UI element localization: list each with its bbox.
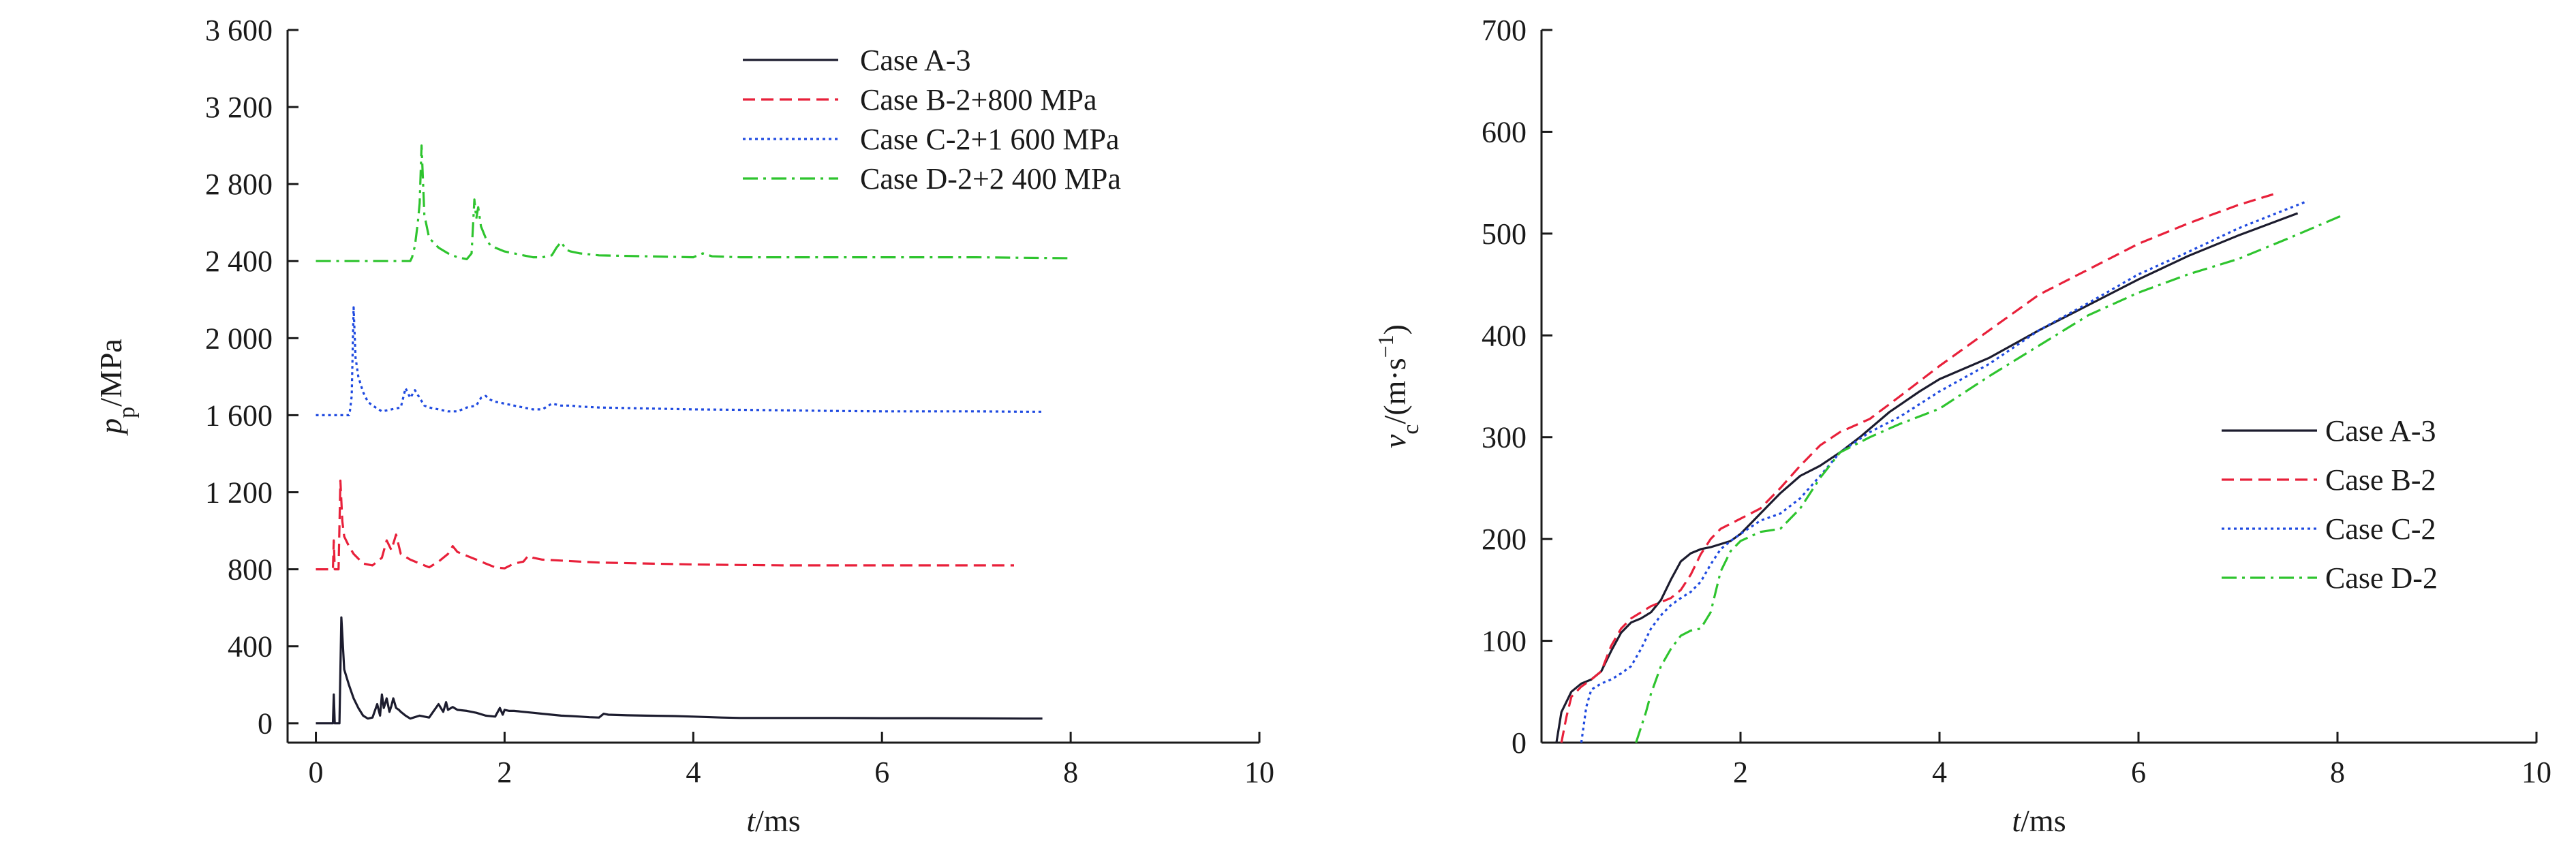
series-line [316, 306, 1043, 417]
y-tick-label: 500 [1482, 217, 1527, 251]
legend-label: Case C-2 [2325, 512, 2436, 546]
x-tick-label: 10 [2521, 756, 2551, 789]
series-line [316, 144, 1071, 262]
y-tick-label: 2 400 [205, 245, 273, 278]
legend-label: Case C-2+1 600 MPa [860, 123, 1119, 156]
y-tick-label: 400 [1482, 319, 1527, 352]
y-tick-label: 800 [228, 553, 273, 587]
series-line [316, 616, 1043, 725]
pressure-chart: 0 2 4 6 8 10 0 400 800 1 200 1 600 2 000 2 400 2 800 3… [93, 14, 1274, 838]
y-tick-label: 3 600 [205, 14, 273, 47]
y-axis-label: pp/MPa [93, 339, 140, 436]
legend-label: Case A-3 [2325, 414, 2436, 448]
x-tick-label: 10 [1244, 756, 1274, 789]
series-line [1555, 212, 2299, 743]
legend-label: Case D-2+2 400 MPa [860, 162, 1121, 196]
x-tick-label: 6 [874, 756, 889, 789]
x-axis-label: t/ms [746, 803, 800, 838]
y-tick-label: 3 200 [205, 91, 273, 124]
y-tick-label: 1 200 [205, 476, 273, 509]
y-tick-label: 1 600 [205, 399, 273, 432]
x-tick-label: 8 [1063, 756, 1078, 789]
x-axis-label: t/ms [2012, 803, 2066, 838]
y-tick-label: 700 [1482, 14, 1527, 47]
y-tick-label: 600 [1482, 115, 1527, 149]
x-tick-label: 4 [686, 756, 701, 789]
y-tick-label: 2 000 [205, 322, 273, 355]
y-tick-label: 0 [1512, 726, 1527, 760]
y-tick-label: 300 [1482, 421, 1527, 454]
x-tick-label: 4 [1932, 756, 1947, 789]
x-tick-label: 2 [497, 756, 512, 789]
series-line [1580, 200, 2308, 743]
x-tick-label: 0 [309, 756, 324, 789]
series-line [1560, 191, 2278, 743]
x-tick-label: 6 [2131, 756, 2146, 789]
legend-label: Case B-2+800 MPa [860, 83, 1097, 117]
velocity-chart: 2 4 6 8 100100200300400500600700t/msvc/(m·s−… [1373, 14, 2551, 838]
y-tick-label: 100 [1482, 625, 1527, 658]
x-tick-label: 2 [1733, 756, 1748, 789]
series-line [1635, 214, 2343, 743]
y-axis-label: vc/(m·s−1) [1373, 324, 1424, 448]
x-tick-label: 8 [2330, 756, 2345, 789]
y-tick-label: 2 800 [205, 168, 273, 201]
y-tick-label: 400 [228, 630, 273, 664]
series-line [316, 479, 1014, 571]
y-tick-label: 200 [1482, 523, 1527, 556]
legend-label: Case D-2 [2325, 561, 2438, 595]
y-tick-label: 0 [258, 707, 273, 741]
legend-label: Case B-2 [2325, 463, 2436, 497]
legend-label: Case A-3 [860, 44, 971, 77]
